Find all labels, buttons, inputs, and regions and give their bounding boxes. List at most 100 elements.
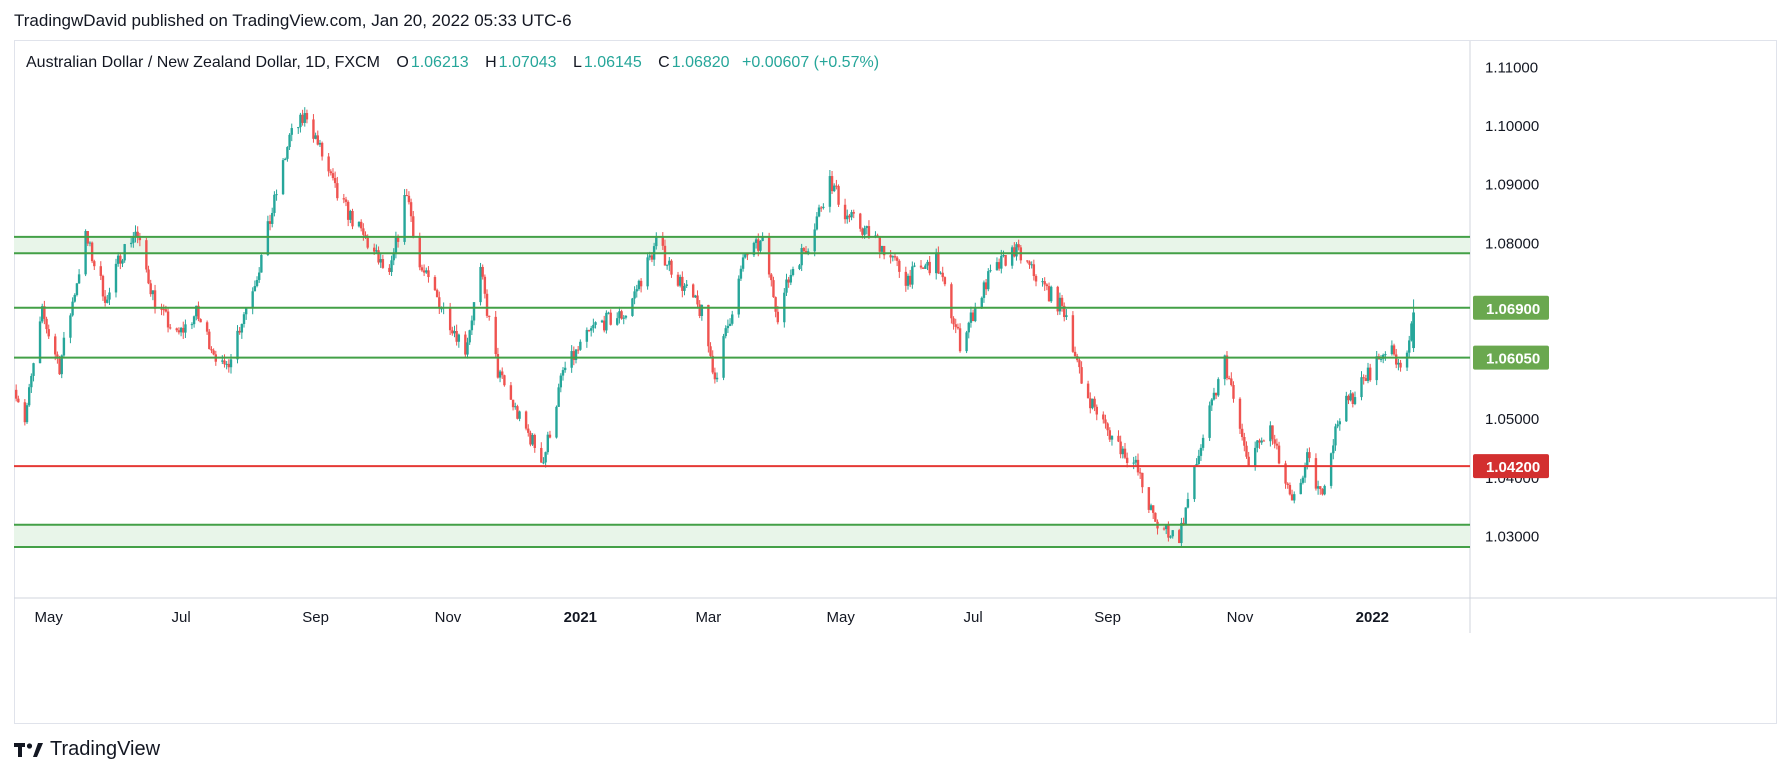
- candle-body: [405, 195, 408, 197]
- candle-body: [939, 272, 942, 274]
- candle-body: [715, 377, 719, 380]
- candle-body: [1223, 355, 1227, 380]
- candle-body: [1034, 275, 1038, 282]
- candle-body: [58, 358, 61, 375]
- candle-body: [639, 280, 643, 287]
- candle-body: [919, 265, 923, 268]
- candle-body: [466, 342, 469, 355]
- candle-body: [62, 337, 66, 356]
- candle-body: [1277, 445, 1281, 464]
- candle-body: [863, 227, 866, 235]
- legend-close-label: C: [658, 54, 670, 71]
- candle-body: [366, 237, 369, 248]
- candle-body: [212, 350, 215, 355]
- candle-body: [1050, 286, 1053, 302]
- candle-body: [926, 261, 929, 266]
- candle-body: [592, 324, 595, 329]
- candle-body: [585, 329, 589, 342]
- candle-body: [331, 173, 335, 179]
- candle-body: [192, 316, 196, 325]
- candle-body: [754, 239, 758, 243]
- candle-body: [381, 259, 385, 268]
- candle-body: [1364, 378, 1368, 381]
- candle-body: [989, 270, 992, 272]
- candle-body: [379, 259, 382, 263]
- candle-body: [746, 254, 749, 256]
- candle-body: [668, 260, 671, 265]
- candle-body: [38, 321, 42, 364]
- candle-body: [464, 334, 467, 355]
- candle-body: [427, 270, 430, 278]
- candle-body: [707, 304, 710, 347]
- candle-body: [30, 375, 33, 388]
- candle-body: [709, 346, 712, 356]
- candle-body: [1351, 393, 1355, 404]
- candle-body: [787, 279, 790, 283]
- candle-body: [314, 135, 317, 139]
- x-tick-label: Mar: [695, 609, 721, 626]
- candle-body: [665, 264, 669, 266]
- candle-body: [941, 272, 944, 278]
- candle-body: [488, 315, 491, 317]
- candle-body: [316, 135, 319, 145]
- candle-body: [859, 213, 862, 229]
- candle-body: [770, 274, 773, 281]
- candle-body: [485, 293, 489, 316]
- candle-body: [861, 228, 864, 235]
- x-tick-label: Sep: [1094, 609, 1121, 626]
- candle-body: [1121, 448, 1125, 455]
- candle-body: [741, 257, 745, 269]
- candle-body: [822, 206, 825, 208]
- candle-body: [342, 198, 346, 200]
- candle-body: [1104, 419, 1107, 424]
- candle-body: [60, 355, 63, 375]
- candle-body: [409, 202, 413, 217]
- candle-body: [275, 194, 278, 196]
- candle-body: [852, 212, 855, 214]
- candle-body: [731, 314, 734, 324]
- candle-body: [1301, 477, 1305, 483]
- candle-body: [820, 207, 823, 209]
- candle-body: [589, 328, 593, 331]
- candle-body: [518, 411, 521, 419]
- candle-body: [1000, 255, 1003, 269]
- footer-brand[interactable]: TradingView: [14, 738, 160, 761]
- candle-body: [965, 332, 968, 352]
- candle-body: [1197, 455, 1200, 464]
- candle-body: [880, 245, 884, 252]
- candle-body: [1397, 362, 1400, 365]
- candle-body: [1030, 264, 1033, 266]
- candle-body: [850, 212, 853, 218]
- candle-body: [678, 276, 682, 286]
- candle-body: [119, 255, 122, 264]
- candle-body: [1015, 244, 1018, 257]
- candle-body: [494, 316, 497, 355]
- candle-body: [1408, 340, 1411, 353]
- candle-body: [1314, 458, 1318, 489]
- x-tick-label: 2022: [1356, 609, 1389, 626]
- candle-body: [1375, 356, 1378, 381]
- candle-body: [1028, 261, 1031, 265]
- candle-body: [1201, 437, 1205, 448]
- candle-body: [954, 324, 957, 327]
- candle-body: [175, 328, 178, 331]
- candle-body: [815, 216, 819, 230]
- candle-body: [913, 265, 916, 267]
- candle-body: [1180, 522, 1183, 544]
- candle-body: [182, 327, 185, 333]
- candle-body: [1284, 463, 1287, 484]
- candle-body: [980, 297, 983, 308]
- candle-body: [759, 240, 762, 251]
- candle-body: [835, 185, 838, 187]
- candle-body: [138, 236, 142, 241]
- x-tick-label: 2021: [564, 609, 597, 626]
- candle-body: [798, 265, 801, 270]
- legend-low-label: L: [572, 54, 582, 71]
- candle-body: [496, 354, 500, 378]
- candle-body: [1349, 393, 1352, 401]
- candle-body: [761, 236, 764, 241]
- candle-body: [772, 280, 775, 298]
- candle-body: [147, 269, 150, 284]
- candle-body: [908, 275, 912, 285]
